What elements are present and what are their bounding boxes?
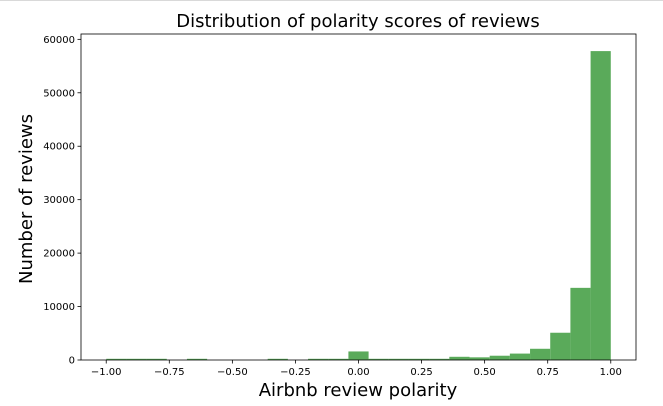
plot-frame [80, 33, 637, 361]
histogram-bar [388, 358, 409, 360]
histogram-bar [348, 351, 369, 360]
histogram-bar [429, 358, 450, 360]
x-tick-label: 0.25 [410, 367, 432, 378]
y-tick-label: 10000 [43, 302, 75, 313]
histogram-bar [469, 357, 490, 360]
histogram-bar [146, 358, 167, 360]
x-tick-label: −0.25 [280, 367, 311, 378]
y-tick-label: 50000 [43, 88, 75, 99]
histogram-bar [186, 358, 208, 360]
x-tick-label: 0.75 [537, 367, 559, 378]
histogram-bar [509, 353, 531, 360]
histogram-bar [530, 348, 551, 360]
histogram-bar [368, 358, 389, 360]
histogram-bar [126, 358, 147, 360]
histogram-bar [449, 356, 470, 360]
plot-area: −1.00 −0.75 −0.50 −0.25 0.00 0.25 0.50 0.75 1.00… [43, 33, 637, 378]
histogram-bar [328, 358, 349, 360]
y-axis-label: Number of reviews [16, 114, 37, 284]
x-tick-label: −0.75 [154, 367, 185, 378]
x-axis-label: Airbnb review polarity [259, 380, 458, 401]
y-tick-label: 0 [69, 356, 75, 367]
chart-title: Distribution of polarity scores of revie… [176, 11, 540, 32]
histogram-bar [267, 358, 288, 360]
histogram-bar [570, 287, 591, 360]
histogram-bar [590, 51, 611, 361]
histogram-bar [408, 358, 430, 360]
y-tick-label: 20000 [43, 249, 75, 260]
histogram-bar [308, 358, 329, 360]
x-tick-label: −0.50 [217, 367, 248, 378]
histogram-bar [550, 332, 571, 360]
top-divider [0, 0, 663, 1]
y-tick-label: 60000 [43, 35, 75, 46]
x-tick-label: 1.00 [600, 367, 622, 378]
y-tick-label: 30000 [43, 195, 75, 206]
y-tick-label: 40000 [43, 142, 75, 153]
x-tick-label: 0.50 [474, 367, 496, 378]
x-tick-label: −1.00 [91, 367, 122, 378]
x-tick-label: 0.00 [347, 367, 369, 378]
histogram-bar [489, 355, 510, 360]
histogram-bar [106, 358, 127, 360]
